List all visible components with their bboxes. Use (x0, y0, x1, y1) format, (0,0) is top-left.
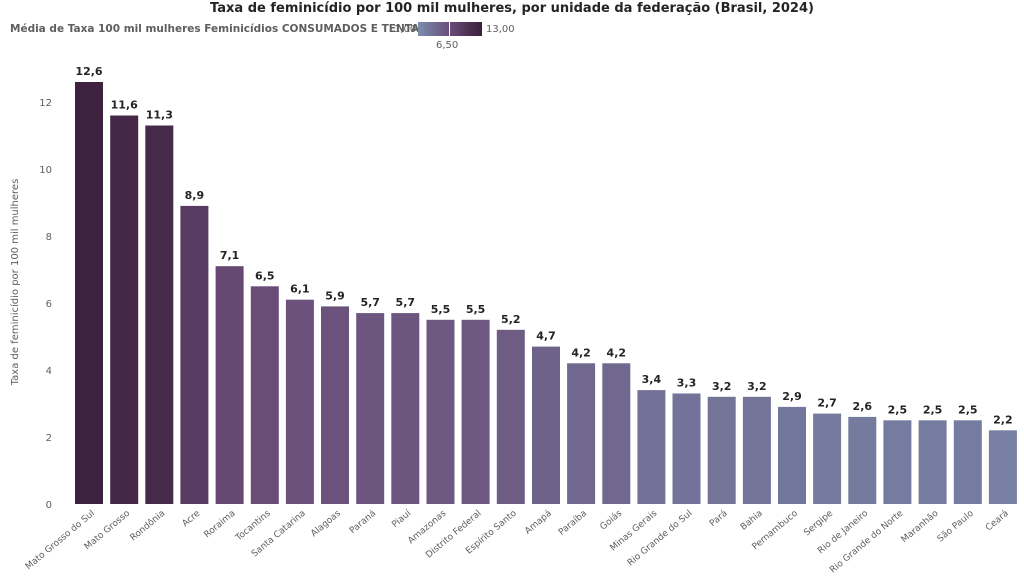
x-tick-label: Mato Grosso do Sul (24, 509, 97, 573)
bar[interactable] (215, 266, 244, 504)
x-tick-label: Alagoas (309, 508, 343, 539)
bar[interactable] (250, 286, 279, 504)
bar[interactable] (637, 390, 666, 504)
bar[interactable] (426, 319, 455, 504)
value-label: 5,5 (431, 303, 451, 316)
bar[interactable] (953, 420, 982, 504)
y-tick-label: 8 (46, 232, 52, 243)
bar[interactable] (461, 319, 490, 504)
x-tick-label: Rondônia (128, 508, 167, 543)
bar[interactable] (391, 313, 420, 504)
y-tick-label: 0 (46, 500, 52, 511)
x-tick-label: Acre (181, 508, 203, 529)
bar[interactable] (883, 420, 912, 504)
value-label: 2,5 (923, 403, 943, 416)
value-label: 5,2 (501, 313, 521, 326)
legend-mid-label: 6,50 (436, 40, 459, 51)
value-label: 3,3 (677, 377, 697, 390)
y-tick-label: 12 (39, 98, 52, 109)
x-tick-label: Paraná (348, 509, 378, 537)
bar[interactable] (848, 416, 877, 504)
bar[interactable] (532, 346, 560, 504)
y-axis-ticks: 0 2 4 6 8 10 12 (39, 98, 52, 511)
bar[interactable] (145, 125, 174, 505)
x-tick-label: Sergipe (802, 508, 835, 538)
y-tick-label: 10 (39, 165, 52, 176)
value-label: 6,5 (255, 269, 275, 282)
legend-label: Média de Taxa 100 mil mulheres Feminicíd… (10, 23, 445, 35)
bar[interactable] (567, 363, 596, 504)
value-label: 2,9 (782, 390, 802, 403)
bar[interactable] (321, 306, 349, 504)
bar[interactable] (813, 413, 842, 504)
value-label: 2,5 (958, 403, 978, 416)
bar[interactable] (918, 420, 947, 504)
bar[interactable] (988, 430, 1017, 504)
legend-max-label: 13,00 (486, 24, 515, 35)
bar[interactable] (742, 396, 771, 504)
chart-title: Taxa de feminicídio por 100 mil mulheres… (210, 1, 814, 16)
x-tick-label: Pará (708, 509, 730, 529)
x-tick-label: Piauí (390, 508, 413, 530)
x-tick-label: Maranhão (900, 508, 941, 545)
bars-group (75, 82, 1017, 504)
value-label: 8,9 (185, 189, 205, 202)
value-label: 3,2 (712, 380, 732, 393)
bar[interactable] (496, 329, 525, 504)
value-label: 6,1 (290, 283, 310, 296)
value-label: 7,1 (220, 249, 240, 262)
legend-gradient-bar (418, 22, 482, 36)
bar[interactable] (778, 406, 806, 504)
value-label: 12,6 (75, 65, 102, 78)
value-label: 5,5 (466, 303, 486, 316)
bar[interactable] (285, 299, 314, 504)
legend-min-label: 1,00 (394, 24, 417, 35)
value-label: 2,6 (853, 400, 873, 413)
x-tick-label: Bahia (739, 509, 765, 533)
y-tick-label: 6 (46, 299, 52, 310)
value-label: 5,9 (325, 289, 345, 302)
x-tick-label: Amapá (523, 509, 554, 537)
bar[interactable] (180, 205, 209, 504)
value-label: 5,7 (360, 296, 380, 309)
value-label: 3,4 (642, 373, 662, 386)
y-axis-label: Taxa de feminicídio por 100 mil mulheres (9, 179, 21, 387)
bar[interactable] (356, 313, 385, 504)
bar[interactable] (707, 396, 736, 504)
bar[interactable] (672, 393, 701, 505)
value-label: 4,2 (571, 346, 591, 359)
value-label: 11,6 (111, 99, 138, 112)
x-tick-label: Rio Grande do Sul (626, 509, 695, 569)
x-tick-label: Ceará (984, 509, 1011, 534)
value-label: 4,2 (607, 346, 627, 359)
value-label: 2,2 (993, 413, 1013, 426)
x-tick-label: Goiás (599, 508, 625, 532)
value-label: 2,7 (817, 397, 837, 410)
y-tick-label: 2 (46, 433, 52, 444)
value-labels-group: 12,6 11,6 11,3 8,9 7,1 6,5 6,1 5,9 5,7 5,7 5,5 5,5 5… (75, 65, 1012, 426)
legend-mid-tick (449, 22, 450, 36)
value-label: 2,5 (888, 403, 908, 416)
value-label: 4,7 (536, 330, 556, 343)
bar[interactable] (602, 363, 631, 504)
x-tick-label: São Paulo (936, 508, 976, 544)
x-tick-label: Roraima (202, 509, 237, 541)
bar[interactable] (75, 82, 103, 504)
value-label: 5,7 (396, 296, 416, 309)
y-tick-label: 4 (46, 366, 52, 377)
value-label: 11,3 (146, 109, 173, 122)
value-label: 3,2 (747, 380, 767, 393)
bar[interactable] (110, 115, 139, 505)
x-tick-label: Paraíba (557, 509, 589, 538)
